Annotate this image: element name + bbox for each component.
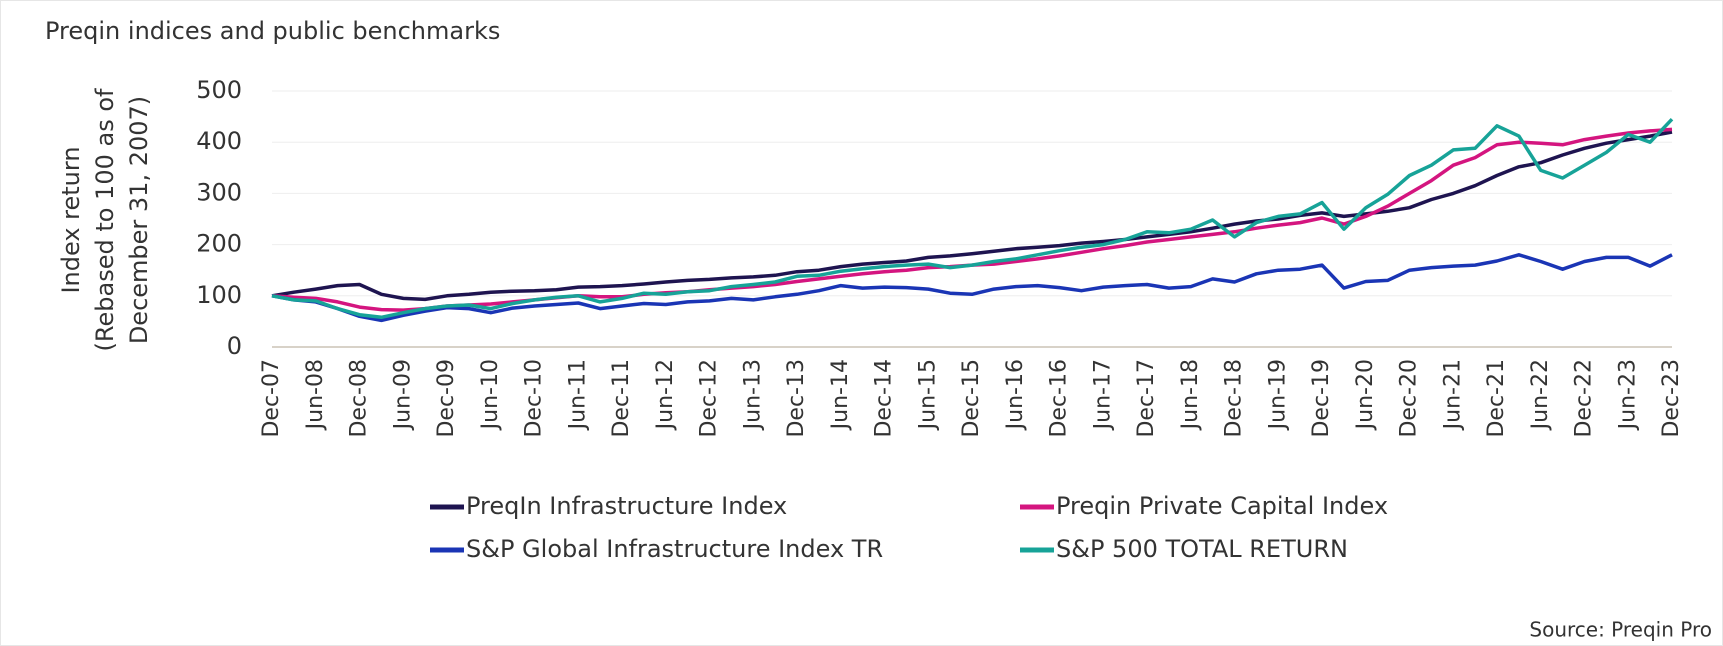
y-axis-label: Index return [57,146,85,293]
legend-label: S&P Global Infrastructure Index TR [466,535,883,563]
x-tick-label: Dec-13 [784,359,809,438]
x-tick-label: Jun-13 [740,359,765,431]
x-tick-label: Jun-09 [390,359,415,431]
x-tick-label: Jun-20 [1353,359,1378,431]
x-tick-label: Jun-15 [915,359,940,431]
x-tick-label: Dec-23 [1659,359,1684,438]
y-axis-label: December 31, 2007) [125,96,153,344]
x-tick-label: Dec-10 [522,359,547,438]
x-tick-label: Dec-16 [1047,359,1072,438]
x-tick-label: Jun-21 [1440,359,1465,431]
x-tick-label: Dec-12 [697,359,722,438]
x-tick-label: Dec-14 [872,359,897,438]
y-tick-label: 200 [196,230,242,258]
x-tick-label: Jun-12 [653,359,678,431]
x-tick-label: Dec-09 [434,359,459,438]
y-axis-label: (Rebased to 100 as of [91,88,119,351]
x-tick-label: Jun-22 [1528,359,1553,431]
x-tick-label: Jun-16 [1003,359,1028,431]
x-tick-label: Dec-08 [347,359,372,438]
x-tick-label: Jun-10 [478,359,503,431]
x-tick-label: Dec-19 [1309,359,1334,438]
legend-label: S&P 500 TOTAL RETURN [1056,535,1348,563]
series-line [271,117,1674,320]
x-tick-label: Dec-21 [1484,359,1509,438]
series-line [271,130,1673,302]
x-tick-label: Jun-18 [1178,359,1203,431]
x-tick-label: Dec-15 [959,359,984,438]
x-tick-label: Dec-18 [1222,359,1247,438]
x-tick-label: Dec-17 [1134,359,1159,438]
legend-label: Preqin Private Capital Index [1056,492,1388,520]
legend-label: PreqIn Infrastructure Index [466,492,787,520]
x-tick-label: Dec-11 [609,359,634,438]
y-tick-label: 500 [196,76,242,104]
series-line [271,253,1673,323]
x-tick-label: Dec-07 [259,359,284,438]
y-tick-label: 100 [196,281,242,309]
x-tick-label: Jun-08 [303,359,328,431]
x-tick-label: Dec-20 [1397,359,1422,438]
y-tick-label: 400 [196,127,242,155]
chart-title: Preqin indices and public benchmarks [45,17,500,45]
y-tick-label: 0 [227,332,242,360]
x-tick-label: Jun-14 [828,359,853,431]
x-tick-label: Jun-19 [1265,359,1290,431]
x-tick-label: Jun-11 [565,359,590,431]
x-tick-label: Jun-23 [1615,359,1640,431]
x-tick-label: Dec-22 [1572,359,1597,438]
source-note: Source: Preqin Pro [1529,618,1712,642]
y-tick-label: 300 [196,178,242,206]
x-tick-label: Jun-17 [1090,359,1115,431]
